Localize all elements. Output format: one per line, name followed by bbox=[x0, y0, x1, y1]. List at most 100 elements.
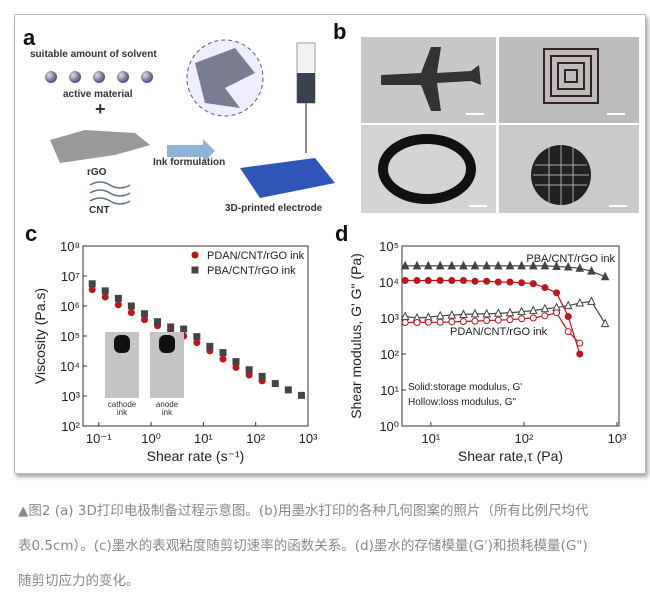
data-point bbox=[424, 260, 433, 270]
viscosity-chart: 10⁻¹ 10⁰ 10¹ 10² 10³ 10² 10³ 10⁴ 10⁵ 10⁶ 10⁷ 10⁸ She… bbox=[32, 239, 318, 464]
y-tick-label: 10³ bbox=[61, 389, 80, 404]
panel-b-label: b bbox=[333, 19, 347, 44]
data-point bbox=[141, 316, 149, 324]
data-point bbox=[529, 314, 537, 322]
data-point bbox=[424, 318, 432, 326]
data-point bbox=[297, 391, 305, 399]
y-tick-label: 10³ bbox=[380, 311, 399, 326]
data-point bbox=[448, 277, 456, 285]
y-tick-label: 10⁵ bbox=[379, 239, 399, 254]
caption-line-3: 随剪切应力的变化。 bbox=[18, 573, 140, 589]
data-point bbox=[167, 323, 175, 331]
y-tick-label: 10⁵ bbox=[60, 329, 80, 344]
data-point bbox=[413, 277, 421, 285]
data-point bbox=[114, 301, 122, 309]
inset-label: cathode bbox=[108, 400, 137, 409]
data-point bbox=[436, 277, 444, 285]
y-tick-label: 10² bbox=[61, 419, 80, 434]
data-point bbox=[127, 309, 135, 317]
data-point bbox=[101, 293, 109, 301]
data-point bbox=[505, 307, 515, 317]
x-axis-label: Shear rate (s⁻¹) bbox=[147, 448, 245, 464]
data-point bbox=[400, 311, 410, 321]
data-point bbox=[564, 313, 572, 321]
x-tick-label: 10³ bbox=[299, 431, 318, 446]
data-point bbox=[412, 260, 422, 270]
data-point bbox=[483, 277, 491, 285]
data-point bbox=[459, 309, 468, 319]
x-tick-label: 10¹ bbox=[421, 431, 440, 446]
data-point bbox=[587, 266, 596, 275]
data-point bbox=[471, 317, 479, 325]
data-point bbox=[518, 279, 526, 287]
y-tick-label: 10⁴ bbox=[379, 275, 399, 290]
data-point bbox=[575, 263, 585, 272]
x-tick-label: 10⁰ bbox=[141, 431, 161, 446]
data-point bbox=[564, 328, 572, 336]
active-material-spheres bbox=[45, 71, 153, 83]
cnt-icon bbox=[89, 181, 131, 205]
data-point bbox=[493, 308, 503, 317]
caption-line-1: ▲图2 (a) 3D打印电极制备过程示意图。(b)用墨水打印的各种几何图案的照片… bbox=[18, 503, 589, 519]
y-tick-label: 10⁷ bbox=[61, 269, 80, 284]
data-point bbox=[482, 308, 491, 318]
data-point bbox=[493, 260, 503, 270]
data-point bbox=[413, 318, 421, 326]
ink-formulation-label: Ink formulation bbox=[153, 157, 226, 168]
data-point bbox=[193, 333, 201, 341]
plus-sign: + bbox=[95, 99, 106, 119]
data-point bbox=[563, 261, 573, 271]
data-point bbox=[154, 318, 162, 326]
y-tick-label: 10² bbox=[380, 347, 399, 362]
legend-marker bbox=[191, 251, 199, 259]
x-axis-label: Shear rate,τ (Pa) bbox=[458, 448, 563, 464]
data-point bbox=[245, 366, 253, 374]
data-point bbox=[471, 277, 479, 285]
data-point bbox=[232, 363, 240, 371]
panel-c-label: c bbox=[25, 221, 38, 246]
vial-cap bbox=[114, 335, 130, 353]
data-point bbox=[180, 325, 188, 333]
data-point bbox=[494, 278, 502, 286]
data-point bbox=[553, 309, 561, 317]
rgo-sheet-icon bbox=[50, 130, 150, 163]
data-point bbox=[447, 310, 457, 319]
data-point bbox=[401, 277, 409, 285]
data-point bbox=[448, 318, 456, 326]
data-point bbox=[517, 260, 526, 270]
y-axis-label: Shear modulus, G' G" (Pa) bbox=[348, 253, 364, 419]
data-point bbox=[576, 350, 584, 358]
legend-label: PBA/CNT/rGO ink bbox=[207, 265, 296, 277]
inset-label: ink bbox=[162, 408, 173, 417]
data-point bbox=[88, 286, 96, 294]
ink-closeup-graphics bbox=[186, 39, 335, 198]
arrow-icon bbox=[167, 139, 215, 163]
data-point bbox=[540, 260, 550, 270]
data-point bbox=[470, 308, 480, 318]
x-tick-label: 10⁻¹ bbox=[86, 431, 112, 446]
panel-d-label: d bbox=[335, 221, 349, 246]
data-point bbox=[232, 358, 240, 366]
data-point bbox=[459, 277, 467, 285]
photo-square-spiral bbox=[499, 37, 639, 123]
active-material-label: active material bbox=[63, 89, 133, 100]
data-point bbox=[506, 278, 514, 286]
data-point bbox=[506, 316, 514, 324]
schematic-a-graphics bbox=[50, 130, 215, 205]
y-tick-label: 10⁸ bbox=[60, 239, 80, 254]
electrode-lattice-icon bbox=[240, 158, 335, 198]
cnt-label: CNT bbox=[89, 205, 110, 216]
panel-a-label: a bbox=[23, 25, 36, 50]
plot-frame bbox=[401, 245, 620, 427]
modulus-chart: 10¹ 10² 10³ 10⁰ 10¹ 10² 10³ 10⁴ 10⁵ Shear rate,τ … bbox=[348, 239, 627, 464]
data-point bbox=[541, 284, 549, 292]
y-tick-label: 10⁴ bbox=[60, 359, 80, 374]
photo-lattice bbox=[499, 125, 639, 213]
data-point bbox=[435, 260, 445, 270]
ink-network-icon bbox=[195, 48, 255, 108]
annotation-hollow: Hollow:loss modulus, G" bbox=[408, 397, 516, 408]
data-point bbox=[193, 339, 201, 347]
data-point bbox=[541, 312, 549, 320]
data-point bbox=[127, 302, 135, 310]
photo-ring bbox=[361, 125, 496, 213]
